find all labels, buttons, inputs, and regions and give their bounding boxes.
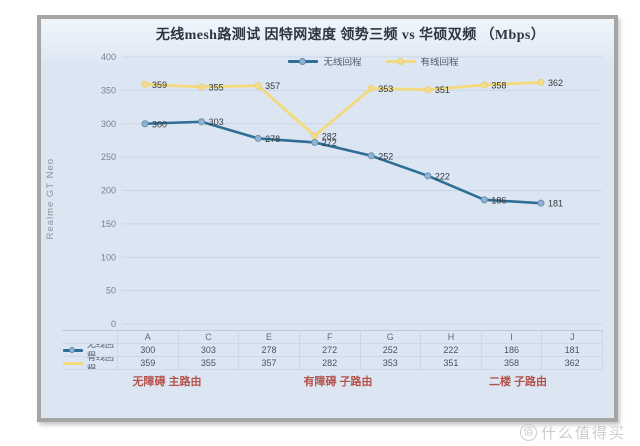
legend-label: 无线回程 — [323, 57, 362, 68]
legend-item-1: 有线回程 — [385, 54, 459, 68]
data-point-marker — [537, 78, 545, 86]
table-value-cell: 272 — [299, 344, 361, 357]
data-point-marker — [367, 152, 375, 160]
data-point-label: 282 — [322, 131, 337, 141]
y-tick-label: 0 — [111, 319, 116, 329]
table-column-header: H — [421, 331, 482, 344]
legend-swatch-icon — [63, 359, 83, 367]
table-value-cell: 351 — [421, 357, 482, 370]
data-point-label: 222 — [435, 171, 450, 181]
table-column-header: F — [299, 331, 361, 344]
data-point-label: 181 — [548, 199, 563, 209]
data-point-marker — [198, 118, 206, 126]
data-point-label: 359 — [152, 80, 167, 90]
y-tick-label: 150 — [101, 219, 116, 229]
data-point-marker — [141, 80, 149, 88]
group-label-second-floor-node: 二楼 子路由 — [488, 376, 548, 388]
table-series-label: 无线回程 — [87, 344, 115, 357]
legend-swatch-icon — [385, 57, 416, 65]
table-value-cell: 282 — [299, 357, 361, 370]
data-point-marker — [198, 83, 206, 91]
watermark-text: 什么值得买 — [540, 425, 626, 442]
table-value-cell: 353 — [360, 357, 422, 370]
data-point-marker — [311, 132, 319, 140]
table-value-cell: 358 — [481, 357, 543, 370]
data-point-marker — [254, 134, 262, 142]
data-point-label: 300 — [152, 119, 167, 129]
legend-swatch-icon — [63, 346, 83, 354]
data-point-marker — [254, 82, 262, 90]
data-point-marker — [311, 138, 319, 146]
data-point-marker — [141, 120, 149, 128]
data-point-label: 278 — [265, 134, 280, 144]
table-value-cell: 355 — [178, 357, 240, 370]
table-column-header: G — [360, 331, 422, 344]
table-value-cell: 252 — [360, 344, 422, 357]
data-point-marker — [424, 172, 432, 180]
legend-swatch-icon — [288, 57, 319, 65]
table-value-cell: 181 — [542, 344, 603, 357]
y-axis-side-label: Realme GT Neo — [43, 59, 57, 339]
data-point-marker — [480, 81, 488, 89]
chart-title: 无线mesh路测试 因特网速度 领势三频 vs 华硕双频 （Mbps） — [155, 28, 546, 43]
table-value-cell: 222 — [421, 344, 482, 357]
data-point-marker — [480, 196, 488, 204]
y-tick-label: 200 — [101, 186, 116, 196]
table-series-label: 有线回程 — [87, 357, 115, 370]
data-point-label: 357 — [265, 81, 280, 91]
group-label-obstructed-node: 有障碍 子路由 — [303, 376, 373, 388]
chart-data-table: A C E F G H I J 无线回程 300 303 278 272 252 222 186 181 有线回程… — [62, 330, 603, 370]
table-column-header: I — [481, 331, 543, 344]
data-point-label: 272 — [322, 138, 337, 148]
chart-legend: 无线回程 有线回程 — [41, 54, 614, 68]
table-series-name: 有线回程 — [62, 357, 118, 370]
table-value-cell: 357 — [239, 357, 300, 370]
data-point-marker — [367, 84, 375, 92]
y-tick-label: 250 — [101, 152, 116, 162]
data-point-label: 351 — [435, 85, 450, 95]
y-tick-label: 400 — [101, 52, 116, 62]
data-point-label: 252 — [378, 151, 393, 161]
table-value-cell: 359 — [118, 357, 179, 370]
data-point-label: 358 — [491, 81, 506, 91]
table-corner-cell — [62, 331, 118, 344]
table-series-name: 无线回程 — [62, 344, 118, 357]
table-value-cell: 278 — [239, 344, 300, 357]
chart-panel: 无线mesh路测试 因特网速度 领势三频 vs 华硕双频 （Mbps） 无线回程… — [37, 15, 618, 422]
series-line-0 — [143, 120, 543, 205]
data-point-label: 362 — [548, 78, 563, 88]
y-tick-label: 350 — [101, 85, 116, 95]
table-value-cell: 362 — [542, 357, 603, 370]
y-tick-label: 300 — [101, 119, 116, 129]
table-column-header: C — [178, 331, 240, 344]
line-chart-plot: 0 50 100 150 200 250 300 350 400 359 355 357 282 353 3… — [101, 52, 602, 329]
table-value-cell: 300 — [118, 344, 179, 357]
device-name-label: Realme GT Neo — [44, 158, 56, 240]
table-value-cell: 186 — [481, 344, 543, 357]
table-column-header: A — [118, 331, 179, 344]
data-point-label: 353 — [378, 84, 393, 94]
table-column-header: E — [239, 331, 300, 344]
legend-item-0: 无线回程 — [288, 54, 362, 68]
data-point-marker — [424, 86, 432, 94]
legend-label: 有线回程 — [420, 57, 459, 68]
series-line-1 — [143, 80, 543, 138]
watermark: 值 什么值得买 — [519, 422, 626, 443]
data-point-label: 186 — [491, 195, 506, 205]
data-point-label: 355 — [209, 83, 224, 93]
data-point-marker — [537, 199, 545, 207]
y-tick-label: 50 — [106, 286, 116, 296]
table-value-cell: 303 — [178, 344, 240, 357]
y-tick-label: 100 — [101, 252, 116, 262]
smzdm-logo-icon: 值 — [519, 424, 537, 441]
category-group-labels: 无障碍 主路由 有障碍 子路由 二楼 子路由 — [41, 373, 614, 389]
group-label-main-router: 无障碍 主路由 — [132, 376, 202, 388]
data-point-label: 303 — [209, 117, 224, 127]
table-column-header: J — [542, 331, 603, 344]
